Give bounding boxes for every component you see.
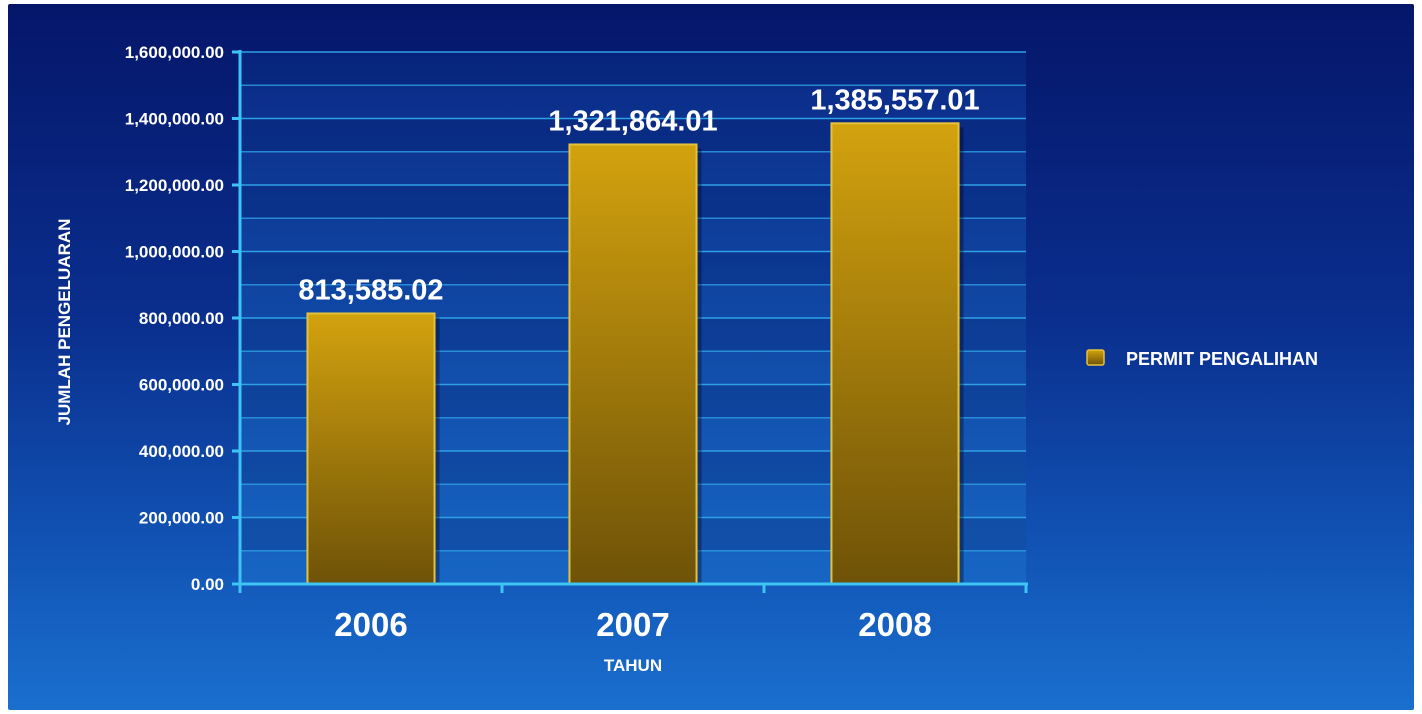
bar-2007 [568,143,698,585]
y-tick-label: 800,000.00 [139,309,224,328]
bars-group [306,122,964,585]
legend-label: PERMIT PENGALIHAN [1126,349,1318,369]
x-tick-label-2006: 2006 [334,606,407,643]
legend-swatch [1086,349,1105,366]
chart-frame: 0.00 200,000.00 400,000.00 600,000.00 800,00… [8,4,1414,710]
y-tick-label: 1,200,000.00 [125,176,224,195]
value-label-2006: 813,585.02 [298,274,443,306]
x-axis-title: TAHUN [604,656,662,675]
axes-group [232,50,1028,593]
y-tick-label: 600,000.00 [139,376,224,395]
y-tick-label: 200,000.00 [139,509,224,528]
x-tick-label-2007: 2007 [596,606,669,643]
y-tick-label: 1,400,000.00 [125,110,224,129]
y-axis-title: JUMLAH PENGELUARAN [55,219,74,426]
x-tick-labels: 2006 2007 2008 [334,606,931,643]
y-tick-label: 0.00 [191,575,224,594]
bar-2006 [306,312,436,585]
y-tick-label: 1,600,000.00 [125,43,224,62]
x-tick-label-2008: 2008 [858,606,931,643]
y-tick-label: 1,000,000.00 [125,243,224,262]
bar-chart: 0.00 200,000.00 400,000.00 600,000.00 800,00… [55,43,1318,675]
grid-band [240,52,1026,86]
value-label-2007: 1,321,864.01 [548,105,717,137]
y-tick-labels: 0.00 200,000.00 400,000.00 600,000.00 800,00… [125,43,224,594]
legend: PERMIT PENGALIHAN [1086,349,1318,369]
y-tick-label: 400,000.00 [139,442,224,461]
bar-2008 [830,122,960,585]
value-labels: 813,585.02 1,321,864.01 1,385,557.01 [298,84,979,306]
value-label-2008: 1,385,557.01 [810,84,979,116]
